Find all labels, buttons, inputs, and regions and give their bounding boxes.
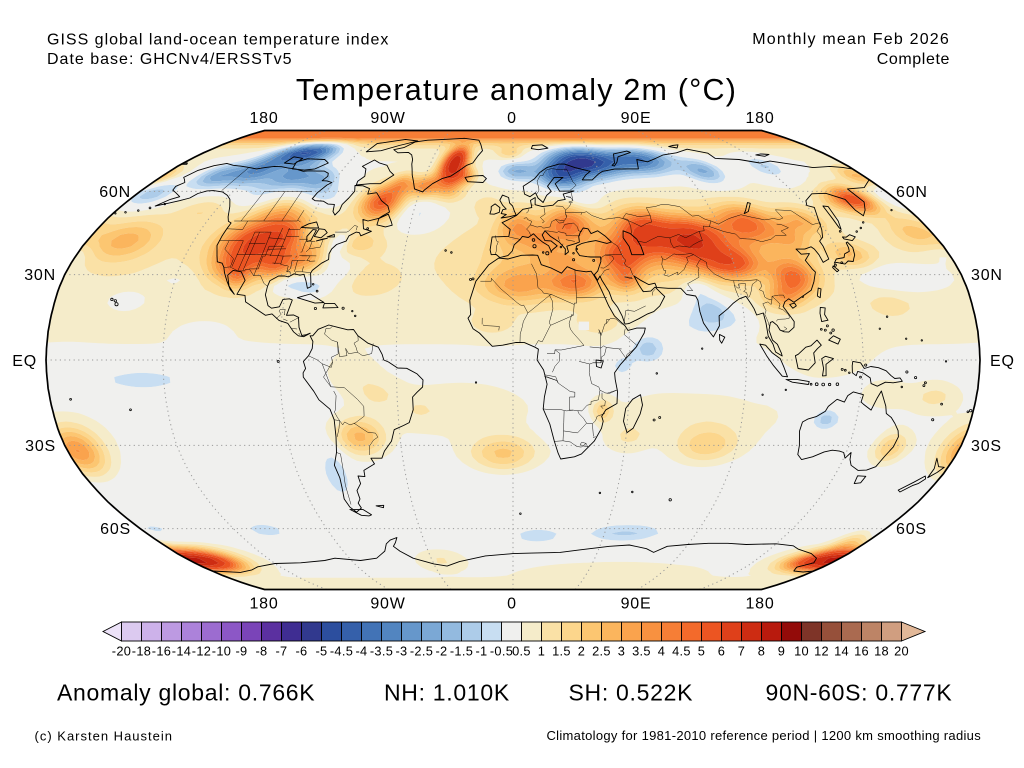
svg-text:14: 14 (834, 644, 849, 659)
svg-text:Date base: GHCNv4/ERSSTv5: Date base: GHCNv4/ERSSTv5 (47, 51, 293, 68)
svg-text:-2: -2 (436, 644, 448, 659)
svg-text:1.5: 1.5 (552, 644, 571, 659)
svg-text:-20: -20 (112, 644, 131, 659)
svg-text:180: 180 (745, 110, 774, 127)
svg-text:-12: -12 (192, 644, 211, 659)
svg-text:EQ: EQ (990, 353, 1015, 370)
svg-text:90W: 90W (370, 110, 405, 127)
svg-text:-5: -5 (316, 644, 328, 659)
svg-text:5: 5 (698, 644, 705, 659)
svg-text:-1: -1 (476, 644, 488, 659)
svg-text:60N: 60N (896, 184, 928, 201)
svg-text:90E: 90E (621, 596, 652, 613)
svg-text:-18: -18 (132, 644, 151, 659)
svg-text:4: 4 (658, 644, 665, 659)
svg-text:-16: -16 (152, 644, 171, 659)
svg-text:-0.5: -0.5 (490, 644, 513, 659)
svg-text:2: 2 (578, 644, 585, 659)
svg-text:-6: -6 (296, 644, 308, 659)
svg-text:Complete: Complete (877, 51, 950, 68)
svg-text:60N: 60N (99, 184, 131, 201)
svg-text:0: 0 (507, 596, 517, 613)
svg-text:2.5: 2.5 (592, 644, 611, 659)
svg-text:60S: 60S (100, 521, 131, 538)
svg-text:NH: 1.010K: NH: 1.010K (384, 680, 510, 706)
svg-text:16: 16 (854, 644, 869, 659)
svg-text:-4: -4 (356, 644, 368, 659)
svg-text:-1.5: -1.5 (450, 644, 473, 659)
svg-text:-4.5: -4.5 (330, 644, 353, 659)
svg-text:4.5: 4.5 (672, 644, 691, 659)
svg-text:-10: -10 (212, 644, 231, 659)
svg-text:180: 180 (249, 596, 278, 613)
svg-text:12: 12 (814, 644, 829, 659)
svg-text:30N: 30N (971, 267, 1003, 284)
svg-text:0: 0 (507, 110, 517, 127)
svg-text:Climatology for 1981-2010 refe: Climatology for 1981-2010 reference peri… (546, 728, 981, 743)
svg-text:20: 20 (894, 644, 909, 659)
svg-text:60S: 60S (896, 521, 927, 538)
svg-text:30S: 30S (971, 438, 1002, 455)
svg-text:90W: 90W (370, 596, 405, 613)
svg-text:GISS global land-ocean tempera: GISS global land-ocean temperature index (47, 31, 389, 48)
svg-text:0.5: 0.5 (512, 644, 531, 659)
svg-text:6: 6 (718, 644, 725, 659)
svg-text:(c) Karsten Haustein: (c) Karsten Haustein (35, 729, 174, 744)
svg-text:30N: 30N (24, 267, 56, 284)
svg-text:-14: -14 (172, 644, 191, 659)
svg-text:Monthly mean Feb 2026: Monthly mean Feb 2026 (752, 31, 950, 48)
svg-text:7: 7 (738, 644, 745, 659)
svg-text:EQ: EQ (12, 353, 37, 370)
svg-text:3: 3 (618, 644, 625, 659)
svg-text:9: 9 (778, 644, 785, 659)
svg-text:-2.5: -2.5 (410, 644, 433, 659)
svg-text:90N-60S: 0.777K: 90N-60S: 0.777K (766, 680, 953, 706)
svg-text:1: 1 (538, 644, 545, 659)
svg-text:-9: -9 (236, 644, 248, 659)
svg-text:90E: 90E (621, 110, 652, 127)
svg-text:Temperature anomaly 2m (°C): Temperature anomaly 2m (°C) (296, 73, 737, 107)
svg-text:180: 180 (745, 596, 774, 613)
svg-text:-8: -8 (256, 644, 268, 659)
svg-text:Anomaly global: 0.766K: Anomaly global: 0.766K (57, 680, 315, 706)
svg-text:180: 180 (249, 110, 278, 127)
svg-text:SH: 0.522K: SH: 0.522K (569, 680, 694, 706)
svg-text:-3: -3 (396, 644, 408, 659)
svg-text:-7: -7 (276, 644, 288, 659)
svg-text:8: 8 (758, 644, 765, 659)
svg-text:30S: 30S (25, 438, 56, 455)
svg-text:18: 18 (874, 644, 889, 659)
svg-text:3.5: 3.5 (632, 644, 651, 659)
svg-text:-3.5: -3.5 (370, 644, 393, 659)
svg-text:10: 10 (794, 644, 809, 659)
